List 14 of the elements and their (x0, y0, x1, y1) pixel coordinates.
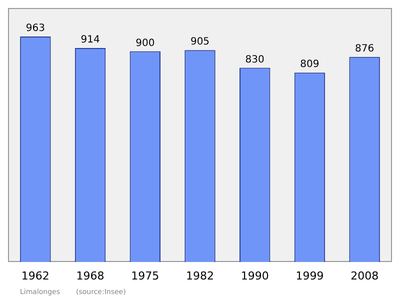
data-label: 905 (190, 36, 210, 48)
data-label: 900 (136, 38, 155, 49)
data-label: 876 (355, 44, 374, 55)
x-tick-label: 1999 (296, 269, 324, 282)
x-tick-label: 1990 (240, 269, 269, 282)
data-label: 963 (26, 23, 45, 34)
x-tick-label: 2008 (350, 269, 379, 282)
data-label: 830 (245, 54, 264, 66)
data-label: 809 (300, 59, 320, 70)
x-tick-label: 1982 (186, 269, 214, 282)
x-tick-label: 1962 (21, 269, 50, 282)
x-tick-label: 1968 (76, 269, 104, 282)
x-tick-label: 1975 (131, 269, 160, 282)
data-label: 914 (80, 34, 100, 46)
